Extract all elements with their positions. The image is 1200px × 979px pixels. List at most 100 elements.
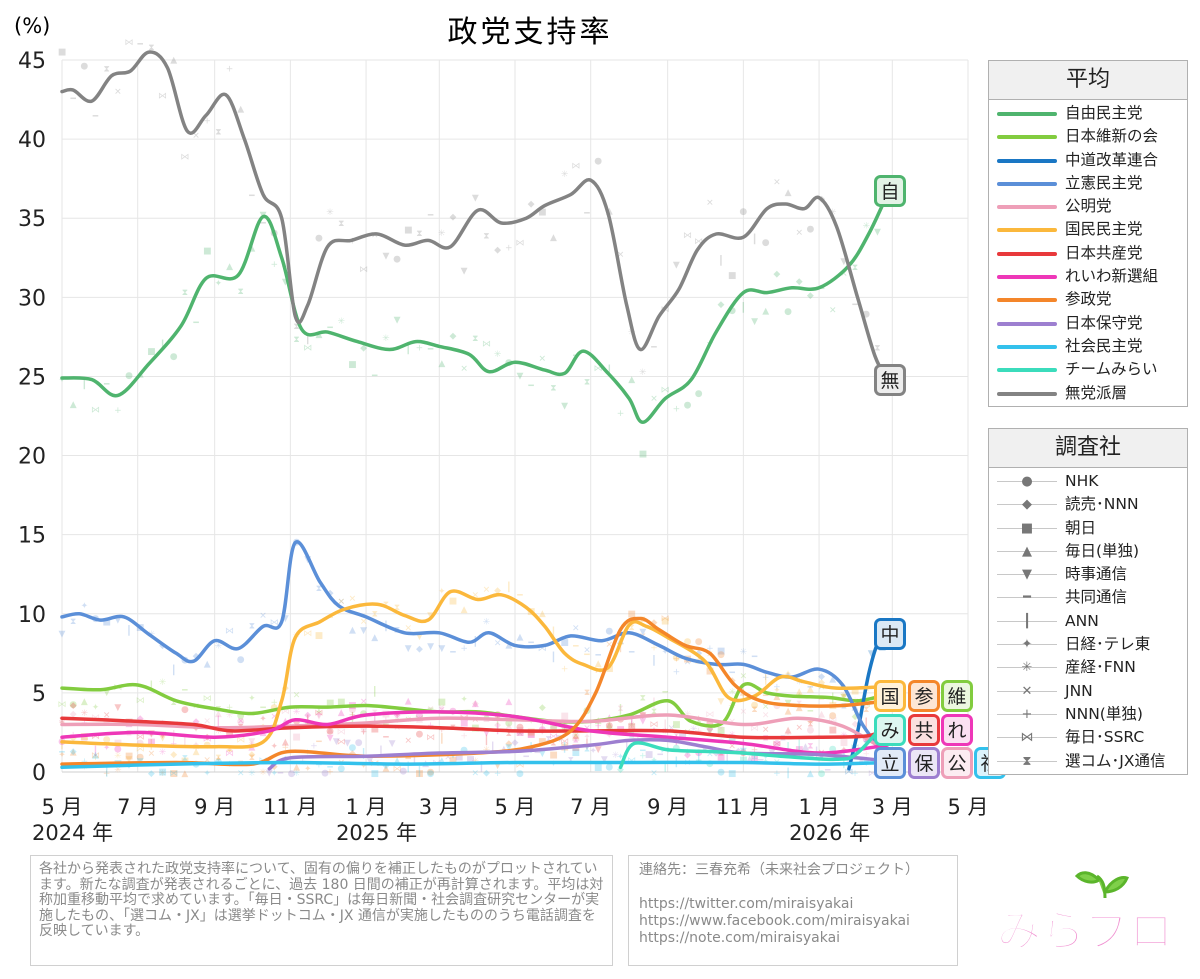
poll-point: ▼ bbox=[366, 756, 373, 766]
poll-point: ⋈ bbox=[203, 694, 212, 704]
average-lines bbox=[60, 50, 890, 771]
poll-point: ⋈ bbox=[482, 340, 491, 350]
x-tick-label: 3 月 bbox=[872, 795, 913, 819]
poll-point: ● bbox=[728, 306, 736, 316]
poll-point: ▲ bbox=[796, 687, 803, 697]
poll-point: ● bbox=[829, 744, 837, 754]
poll-point: ⋈ bbox=[750, 724, 759, 734]
poll-point: ━ bbox=[583, 651, 590, 661]
poll-point: ┃ bbox=[361, 748, 366, 760]
poll-point: ┃ bbox=[305, 333, 310, 345]
poll-point: ● bbox=[717, 768, 725, 778]
poll-point: + bbox=[114, 406, 122, 416]
poll-point: + bbox=[706, 644, 714, 654]
square-icon: ■ bbox=[1020, 520, 1034, 536]
poll-point: ✦ bbox=[460, 695, 468, 705]
poll-point: ● bbox=[829, 711, 837, 721]
poll-point: ━ bbox=[762, 691, 769, 701]
poll-point: ✦ bbox=[393, 711, 401, 721]
poll-point: + bbox=[460, 732, 468, 742]
poll-point: ✳ bbox=[438, 229, 446, 239]
poll-point: ⋈ bbox=[180, 153, 189, 163]
poll-point: ━ bbox=[427, 211, 434, 221]
facebook-link[interactable]: https://www.facebook.com/miraisyakai bbox=[639, 913, 910, 929]
note-link[interactable]: https://note.com/miraisyakai bbox=[639, 930, 841, 946]
x-tick-label: 5 月 bbox=[41, 795, 82, 819]
triangle-up-icon: ▲ bbox=[1022, 543, 1032, 559]
poll-point: ━ bbox=[226, 747, 233, 757]
poll-point: ■ bbox=[449, 755, 458, 765]
poll-point: ⧗ bbox=[316, 705, 322, 715]
y-tick-label: 20 bbox=[18, 445, 46, 470]
poll-point: ━ bbox=[639, 746, 646, 756]
poll-point: ⋈ bbox=[270, 618, 279, 628]
poll-point: + bbox=[751, 754, 759, 764]
poll-point: ⧗ bbox=[104, 65, 110, 75]
poll-point: ┃ bbox=[741, 690, 746, 702]
poll-point: ▼ bbox=[427, 642, 434, 652]
badge-label: 参 bbox=[914, 686, 933, 708]
poll-point: ✕ bbox=[371, 231, 379, 241]
average-legend-item: 日本保守党 bbox=[989, 312, 1187, 335]
poll-point: ⧗ bbox=[863, 705, 869, 715]
poll-point: ■ bbox=[203, 246, 212, 256]
legend-label: 日本維新の会 bbox=[1065, 127, 1159, 146]
poll-point: ▼ bbox=[483, 729, 490, 739]
poll-point: ▲ bbox=[382, 763, 389, 773]
poll-point: ✦ bbox=[192, 725, 200, 735]
poll-point: ● bbox=[695, 389, 703, 399]
poll-point: + bbox=[762, 673, 770, 683]
poll-point: ⋈ bbox=[549, 732, 558, 742]
poll-point: ⧗ bbox=[59, 716, 65, 726]
poll-point: ● bbox=[806, 225, 814, 235]
poll-point: ◆ bbox=[505, 739, 512, 749]
poll-point: ✳ bbox=[717, 724, 725, 734]
poll-point: ━ bbox=[449, 648, 456, 658]
badge-box bbox=[908, 714, 940, 746]
x-tick-label: 9 月 bbox=[194, 795, 235, 819]
poll-point: ✳ bbox=[259, 768, 267, 778]
poll-point: ▼ bbox=[639, 717, 646, 727]
poll-point: ◆ bbox=[494, 246, 501, 256]
poll-point: ┃ bbox=[490, 741, 495, 753]
poll-point: ✕ bbox=[270, 713, 278, 723]
poll-point: ● bbox=[136, 753, 144, 763]
poll-point: ✕ bbox=[494, 639, 502, 649]
poll-point: ┃ bbox=[104, 765, 109, 777]
poll-point: ⋈ bbox=[571, 161, 580, 171]
poll-point: ━ bbox=[527, 638, 534, 648]
poll-point: ┃ bbox=[763, 674, 768, 686]
poll-point: ■ bbox=[527, 730, 536, 740]
poll-point: ● bbox=[739, 207, 747, 217]
legend-label: 日本共産党 bbox=[1065, 243, 1143, 262]
poll-point: ⋈ bbox=[515, 238, 524, 248]
poll-point: ┃ bbox=[171, 664, 176, 676]
legend-label: 国民民主党 bbox=[1065, 220, 1143, 239]
poll-point: ⋈ bbox=[158, 92, 167, 102]
poll-point: ✳ bbox=[862, 221, 870, 231]
poll-point: ┃ bbox=[662, 761, 667, 773]
poll-point: ◆ bbox=[193, 717, 200, 727]
badge-8: れ bbox=[941, 714, 973, 746]
badge-10: 保 bbox=[908, 747, 940, 779]
poll-point: ◆ bbox=[852, 720, 859, 730]
poll-point: ▼ bbox=[389, 739, 396, 749]
poll-point: ■ bbox=[572, 748, 581, 758]
poll-point: ■ bbox=[438, 697, 447, 707]
poll-point: ⋈ bbox=[661, 614, 670, 624]
pollster-legend-item: ⧗ 選コム･JX通信 bbox=[989, 750, 1187, 773]
poll-point: ✕ bbox=[438, 704, 446, 714]
y-tick-label: 15 bbox=[18, 524, 46, 549]
legend-line bbox=[997, 481, 1057, 482]
poll-point: + bbox=[650, 644, 658, 654]
poll-point: ▲ bbox=[438, 756, 445, 766]
poll-point: ◆ bbox=[148, 769, 155, 779]
circle-icon: ● bbox=[1021, 474, 1033, 489]
poll-point: ⧗ bbox=[316, 584, 322, 594]
poll-point: + bbox=[416, 343, 424, 353]
twitter-link[interactable]: https://twitter.com/miraisyakai bbox=[639, 896, 854, 912]
poll-point: ◆ bbox=[248, 750, 255, 760]
poll-point: ▼ bbox=[840, 692, 847, 702]
badge-label: 共 bbox=[914, 720, 933, 742]
poll-point: ✕ bbox=[762, 725, 770, 735]
